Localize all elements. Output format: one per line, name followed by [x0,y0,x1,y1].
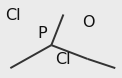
Text: P: P [37,26,46,41]
Text: Cl: Cl [56,52,71,67]
Text: Cl: Cl [5,8,21,23]
Text: O: O [82,15,94,30]
